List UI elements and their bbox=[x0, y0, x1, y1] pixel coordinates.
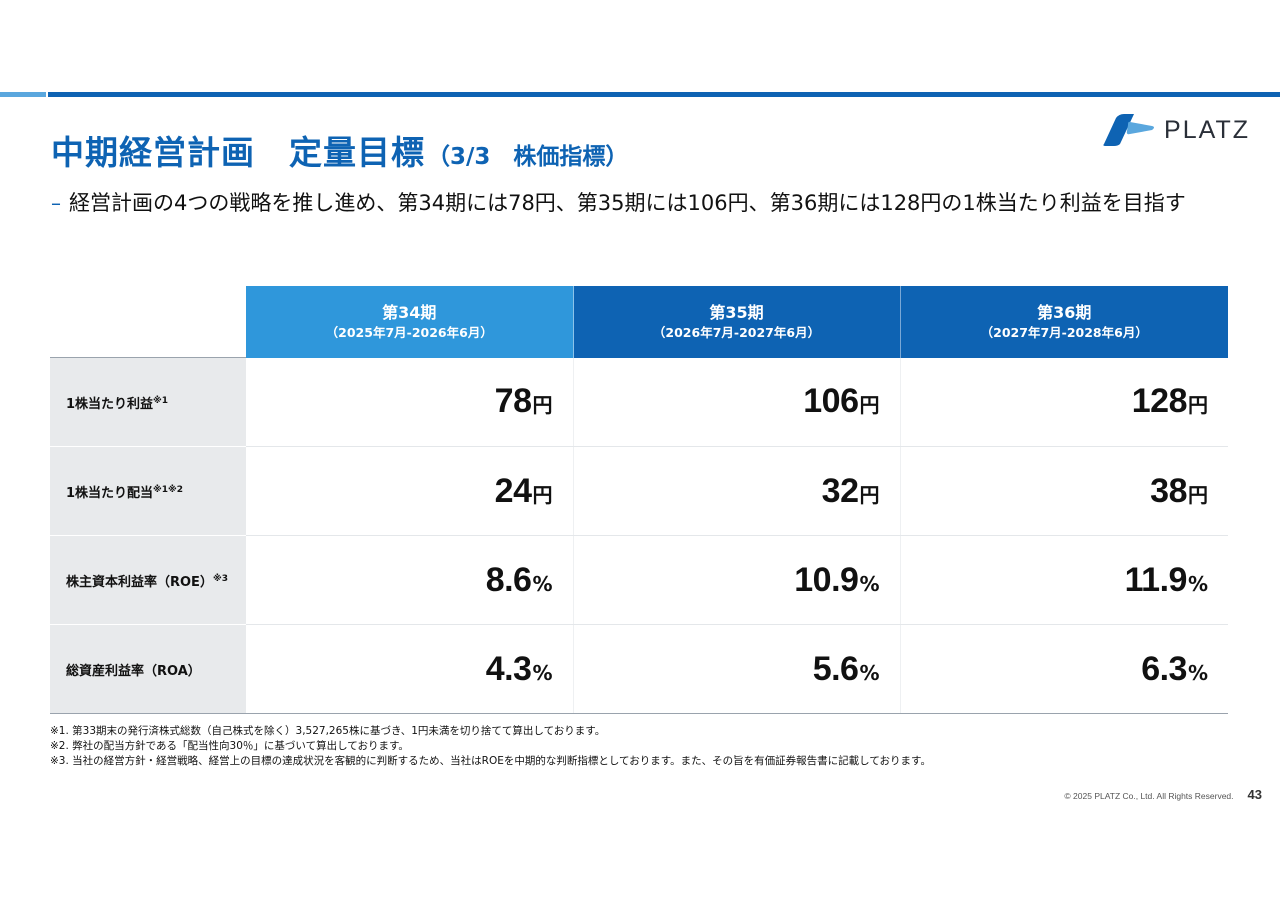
period-name: 第34期 bbox=[382, 302, 437, 322]
table-row-dividend: 1株当たり配当※1※2 24円 32円 38円 bbox=[50, 446, 1228, 536]
value-number: 10.9 bbox=[794, 560, 859, 599]
value-cell: 32円 bbox=[573, 446, 901, 536]
value-number: 4.3 bbox=[485, 649, 532, 688]
value-unit: % bbox=[1187, 660, 1208, 685]
period-name: 第36期 bbox=[1037, 302, 1092, 322]
bullet-dash: – bbox=[51, 191, 61, 215]
value-number: 8.6 bbox=[485, 560, 532, 599]
lead-statement: – 経営計画の4つの戦略を推し進め、第34期には78円、第35期には106円、第… bbox=[51, 188, 1231, 218]
lead-text: 経営計画の4つの戦略を推し進め、第34期には78円、第35期には106円、第36… bbox=[69, 191, 1186, 215]
value-number: 106 bbox=[803, 382, 859, 421]
value-unit: % bbox=[859, 571, 880, 596]
period-range: （2027年7月-2028年6月） bbox=[980, 324, 1148, 340]
platz-logo-icon bbox=[1103, 114, 1155, 146]
value-cell: 38円 bbox=[900, 446, 1228, 536]
value-cell: 6.3% bbox=[900, 624, 1228, 714]
platz-logo: PLATZ bbox=[1100, 114, 1250, 146]
value-unit: 円 bbox=[1188, 482, 1208, 507]
row-label-text: 1株当たり利益 bbox=[66, 396, 154, 412]
row-label-roe: 株主資本利益率（ROE）※3 bbox=[50, 535, 246, 625]
value-number: 11.9 bbox=[1124, 560, 1188, 599]
period-range: （2026年7月-2027年6月） bbox=[652, 324, 821, 340]
value-unit: % bbox=[532, 571, 553, 596]
footnote-marker: ※1 bbox=[153, 395, 169, 406]
value-unit: 円 bbox=[532, 393, 553, 418]
value-cell: 11.9% bbox=[900, 535, 1228, 625]
period-name: 第35期 bbox=[709, 302, 764, 322]
value-cell: 106円 bbox=[573, 357, 901, 447]
page-title-main: 中期経営計画 定量目標 bbox=[51, 133, 425, 172]
footnote-3: ※3. 当社の経営方針・経営戦略、経営上の目標の達成状況を客観的に判断するため、… bbox=[50, 755, 931, 767]
table-row-roe: 株主資本利益率（ROE）※3 8.6% 10.9% 11.9% bbox=[50, 535, 1228, 625]
copyright: © 2025 PLATZ Co., Ltd. All Rights Reserv… bbox=[1064, 791, 1234, 801]
value-unit: 円 bbox=[532, 482, 553, 507]
header-blank-cell bbox=[50, 286, 246, 358]
value-cell: 78円 bbox=[246, 357, 574, 447]
row-label-dividend: 1株当たり配当※1※2 bbox=[50, 446, 246, 536]
page-title: 中期経営計画 定量目標（3/3 株価指標） bbox=[51, 126, 628, 174]
value-cell: 4.3% bbox=[246, 624, 574, 714]
footnote-1: ※1. 第33期末の発行済株式総数（自己株式を除く）3,527,265株に基づき… bbox=[50, 725, 606, 737]
value-cell: 10.9% bbox=[573, 535, 901, 625]
value-unit: 円 bbox=[859, 482, 880, 507]
row-label-eps: 1株当たり利益※1 bbox=[50, 357, 246, 447]
page-number: 43 bbox=[1247, 787, 1262, 802]
value-number: 38 bbox=[1150, 471, 1187, 510]
value-cell: 128円 bbox=[900, 357, 1228, 447]
period-header-35: 第35期 （2026年7月-2027年6月） bbox=[573, 286, 901, 358]
value-number: 32 bbox=[821, 471, 859, 510]
top-rule-accent bbox=[0, 92, 46, 97]
period-range: （2025年7月-2026年6月） bbox=[325, 324, 493, 340]
row-label-text: 総資産利益率（ROA） bbox=[66, 663, 201, 679]
footnote-marker: ※3 bbox=[212, 573, 228, 584]
value-number: 24 bbox=[494, 471, 532, 510]
value-unit: % bbox=[532, 660, 553, 685]
top-rule-main bbox=[48, 92, 1280, 97]
footnote-2: ※2. 弊社の配当方針である「配当性向30％」に基づいて算出しております。 bbox=[50, 740, 409, 752]
value-unit: % bbox=[1187, 571, 1208, 596]
footnote-marker: ※1※2 bbox=[153, 484, 184, 495]
table-row-roa: 総資産利益率（ROA） 4.3% 5.6% 6.3% bbox=[50, 624, 1228, 714]
row-label-text: 1株当たり配当 bbox=[66, 485, 154, 501]
value-unit: 円 bbox=[1188, 393, 1208, 418]
value-number: 6.3 bbox=[1141, 649, 1187, 688]
table-header-row: 第34期 （2025年7月-2026年6月） 第35期 （2026年7月-202… bbox=[50, 286, 1228, 358]
top-rule bbox=[0, 92, 1280, 97]
row-label-roa: 総資産利益率（ROA） bbox=[50, 624, 246, 714]
footer: © 2025 PLATZ Co., Ltd. All Rights Reserv… bbox=[1064, 787, 1262, 802]
value-unit: 円 bbox=[859, 393, 880, 418]
platz-logo-text: PLATZ bbox=[1164, 115, 1250, 144]
table-row-eps: 1株当たり利益※1 78円 106円 128円 bbox=[50, 357, 1228, 447]
value-number: 5.6 bbox=[812, 649, 859, 688]
period-header-36: 第36期 （2027年7月-2028年6月） bbox=[900, 286, 1228, 358]
value-number: 128 bbox=[1131, 382, 1188, 421]
value-cell: 5.6% bbox=[573, 624, 901, 714]
kpi-table: 第34期 （2025年7月-2026年6月） 第35期 （2026年7月-202… bbox=[50, 286, 1228, 714]
value-number: 78 bbox=[494, 382, 532, 421]
footnotes: ※1. 第33期末の発行済株式総数（自己株式を除く）3,527,265株に基づき… bbox=[50, 724, 1230, 769]
page-title-sub: （3/3 株価指標） bbox=[427, 144, 629, 170]
row-label-text: 株主資本利益率（ROE） bbox=[66, 574, 213, 590]
period-header-34: 第34期 （2025年7月-2026年6月） bbox=[246, 286, 574, 358]
value-unit: % bbox=[859, 660, 880, 685]
value-cell: 24円 bbox=[246, 446, 574, 536]
value-cell: 8.6% bbox=[246, 535, 574, 625]
